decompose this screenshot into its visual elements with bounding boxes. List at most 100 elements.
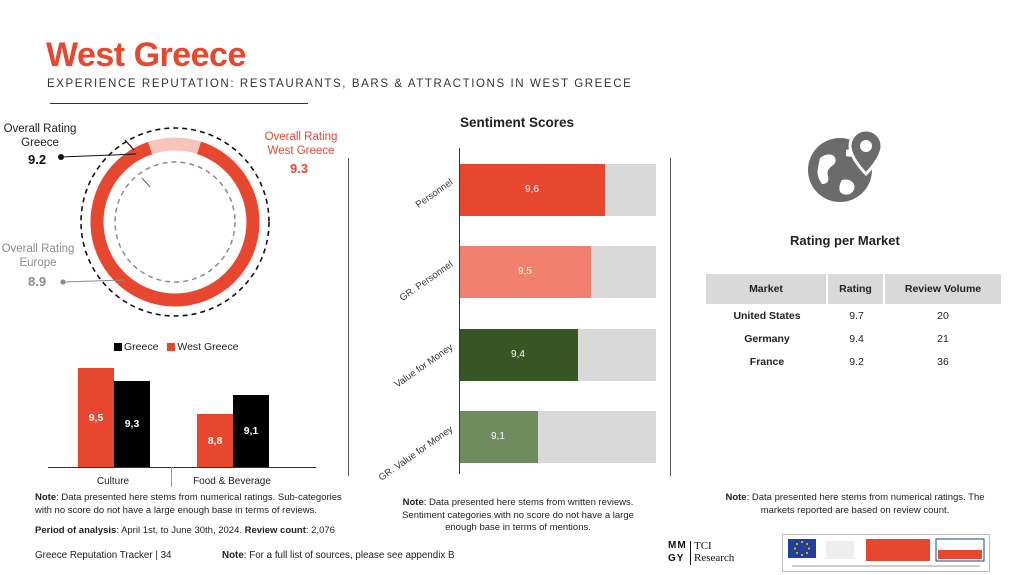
mmgy-tci-logo: MM GY TCI Research — [668, 537, 746, 569]
market-cell: United States — [733, 309, 801, 322]
greece-rating-ring — [80, 127, 270, 317]
logo-research: Research — [694, 552, 735, 564]
rating-cell: 9.2 — [849, 355, 864, 368]
review-count-text: : 2,076 — [305, 525, 335, 536]
left-note: Note: Data presented here stems from num… — [35, 492, 353, 517]
greece-leader-line — [58, 153, 137, 160]
bar-chart-legend: Greece West Greece — [114, 341, 238, 353]
logo-gy: GY — [668, 553, 685, 564]
period-of-analysis: Period of analysis: April 1st, to June 3… — [35, 525, 365, 538]
legend-label-west-greece: West Greece — [177, 341, 239, 353]
espa-logo-band — [938, 550, 982, 559]
espa-funding-banner — [782, 534, 990, 572]
logo-divider — [690, 541, 691, 565]
greece-rating-value: 9.2 — [28, 152, 47, 167]
bar-greece: 9,3 — [114, 381, 150, 467]
legend-label-greece: Greece — [124, 341, 159, 353]
middle-note: Note: Data presented here stems from wri… — [393, 497, 643, 535]
sentiment-bar-track: 9,5 — [460, 246, 656, 298]
europe-marker — [141, 177, 151, 188]
bar-value-label: 9,3 — [124, 418, 140, 430]
sentiment-row-label: GR. Personnel — [397, 258, 456, 304]
rating-per-market-title: Rating per Market — [790, 233, 900, 248]
market-cell: Germany — [744, 332, 790, 345]
table-header-review-volume: Review Volume — [885, 274, 1001, 304]
review-volume-cell: 36 — [937, 355, 949, 368]
bar-value-label: 8,8 — [207, 435, 223, 447]
sentiment-row-label: GR. Value for Money — [376, 423, 456, 484]
sentiment-bar-track: 9,4 — [460, 329, 656, 381]
sentiment-bar-value: 9,5 — [518, 266, 532, 277]
table-header-row: Market Rating Review Volume — [706, 274, 1001, 304]
west-greece-rating-arc — [90, 137, 260, 307]
legend-item-greece: Greece — [114, 341, 158, 353]
bar-greece: 9,1 — [233, 395, 269, 467]
period-text: : April 1st, to June 30th, 2024. — [116, 525, 243, 536]
eu-stars — [794, 541, 810, 556]
sentiment-title: Sentiment Scores — [460, 115, 575, 130]
right-section-divider — [670, 158, 671, 476]
table-header-market: Market — [706, 274, 828, 304]
europe-rating-label: Overall Rating Europe — [1, 243, 75, 269]
sentiment-axis — [459, 148, 460, 474]
table-row: United States 9.7 20 — [706, 304, 1001, 327]
left-note-text: : Data presented here stems from numeric… — [35, 492, 342, 516]
eu-flag-icon — [788, 539, 816, 558]
legend-swatch-west-greece — [167, 343, 176, 352]
ministry-emblem — [826, 541, 854, 559]
greece-marker — [124, 139, 135, 151]
page-subtitle: EXPERIENCE REPUTATION: RESTAURANTS, BARS… — [47, 78, 633, 90]
bar-west-greece: 9,5 — [78, 368, 114, 467]
bar-value-label: 9,5 — [88, 412, 104, 424]
globe-pin-icon — [808, 128, 884, 202]
bar-chart-baseline — [48, 467, 316, 468]
middle-note-text: : Data presented here stems from written… — [402, 497, 634, 533]
page-title: West Greece — [46, 36, 246, 74]
sentiment-bar: 9,6 — [460, 164, 605, 216]
sentiment-row-label: Value for Money — [392, 341, 456, 391]
sentiment-bar-value: 9,1 — [491, 431, 505, 442]
logo-tci: TCI — [694, 540, 712, 552]
epanek-logo — [866, 539, 930, 561]
greece-rating-label: Overall Rating Greece — [3, 123, 77, 149]
rating-cell: 9.4 — [849, 332, 864, 345]
banner-caption-line — [792, 565, 980, 567]
europe-rating-value: 8.9 — [28, 274, 47, 289]
bar-west-greece: 8,8 — [197, 414, 233, 467]
west-greece-rating-label: Overall Rating West Greece — [264, 131, 338, 157]
right-note-text: : Data presented here stems from numeric… — [746, 492, 985, 516]
left-section-divider — [348, 158, 349, 476]
left-note-label: Note — [35, 492, 57, 503]
title-underline — [50, 103, 308, 104]
table-header-rating: Rating — [828, 274, 885, 304]
bar-value-label: 9,1 — [243, 425, 259, 437]
review-volume-cell: 20 — [937, 309, 949, 322]
sentiment-bar-value: 9,4 — [511, 349, 525, 360]
footer-note-text: : For a full list of sources, please see… — [243, 550, 455, 561]
sentiment-bar-value: 9,6 — [525, 184, 539, 195]
table-row: France 9.2 36 — [706, 350, 1001, 373]
table-row: Germany 9.4 21 — [706, 327, 1001, 350]
footer-note-label: Note — [222, 550, 244, 561]
sentiment-bar: 9,5 — [460, 246, 591, 298]
right-note-label: Note — [725, 492, 747, 503]
sentiment-bar: 9,1 — [460, 411, 538, 463]
middle-note-label: Note — [402, 497, 424, 508]
rating-per-market-table: Market Rating Review Volume United State… — [706, 274, 1001, 373]
sentiment-bar-track: 9,6 — [460, 164, 656, 216]
review-count-label: Review count — [244, 525, 306, 536]
sentiment-row-label: Personnel — [413, 176, 456, 211]
logo-mm: MM — [668, 540, 687, 551]
legend-swatch-greece — [114, 343, 122, 352]
period-label: Period of analysis — [35, 525, 117, 536]
west-greece-rating-value: 9.3 — [290, 161, 309, 176]
sentiment-bar-track: 9,1 — [460, 411, 656, 463]
europe-leader-line — [60, 279, 125, 285]
sentiment-bar: 9,4 — [460, 329, 578, 381]
bar-category-culture: Culture — [96, 476, 130, 487]
footer-note: Note: For a full list of sources, please… — [222, 550, 455, 561]
europe-rating-ring — [114, 161, 236, 283]
rating-cell: 9.7 — [849, 309, 864, 322]
category-bar-chart: 9,5 9,3 8,8 9,1 — [50, 355, 315, 467]
market-cell: France — [749, 355, 785, 368]
